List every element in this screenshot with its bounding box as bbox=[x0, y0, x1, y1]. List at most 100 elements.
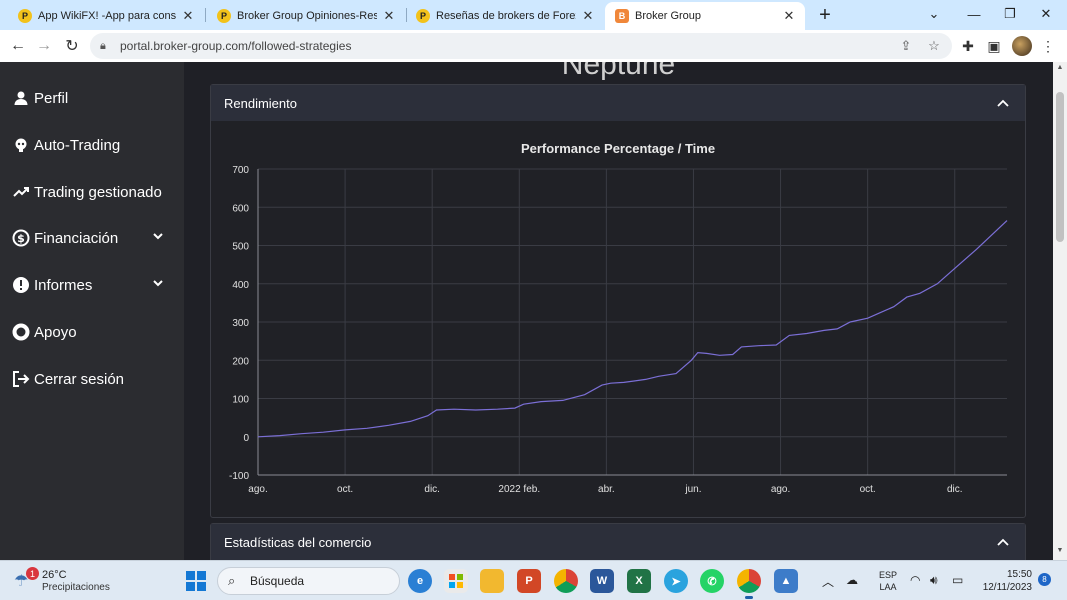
file-explorer-icon[interactable] bbox=[480, 569, 504, 593]
extensions-puzzle-icon[interactable]: ✚ bbox=[962, 37, 974, 54]
url-text[interactable]: portal.broker-group.com/followed-strateg… bbox=[120, 39, 352, 53]
weather-temperature: 26°C bbox=[42, 569, 67, 581]
edge-icon[interactable]: e bbox=[408, 569, 432, 593]
input-language[interactable]: ESP LAA bbox=[878, 569, 898, 593]
address-bar[interactable]: 🔒︎ portal.broker-group.com/followed-stra… bbox=[90, 33, 952, 59]
stats-card-header[interactable]: Estadísticas del comercio bbox=[211, 524, 1025, 560]
sidebar-item-label: Informes bbox=[34, 276, 93, 294]
share-icon[interactable]: ⇪ bbox=[900, 38, 912, 53]
profile-avatar[interactable] bbox=[1012, 36, 1032, 56]
chevron-down-icon[interactable] bbox=[152, 277, 166, 291]
browser-tab-3[interactable]: P Reseñas de brokers de Forex-Pla ✕ bbox=[406, 2, 604, 30]
sidebar-item-label: Perfil bbox=[34, 89, 69, 107]
forward-arrow-icon[interactable]: → bbox=[36, 37, 52, 54]
minimize-icon[interactable]: — bbox=[967, 6, 981, 22]
performance-chart: Performance Percentage / Time -100 0 100 20… bbox=[211, 121, 1025, 517]
notification-badge[interactable]: 8 bbox=[1038, 573, 1051, 586]
logout-icon bbox=[10, 368, 32, 390]
x-tick-label: jun. bbox=[684, 484, 701, 495]
sidebar-item-trading-gestionado[interactable]: Trading gestionado bbox=[10, 178, 180, 206]
chevron-up-icon[interactable] bbox=[995, 534, 1011, 550]
chevron-down-icon[interactable] bbox=[152, 230, 166, 244]
search-icon: ⌕ bbox=[228, 573, 236, 588]
clock-time: 15:50 bbox=[1006, 569, 1032, 580]
photos-app-icon[interactable]: ▲ bbox=[774, 569, 798, 593]
sidebar-item-label: Auto-Trading bbox=[34, 136, 121, 154]
sidebar-item-perfil[interactable]: Perfil bbox=[10, 84, 180, 112]
x-tick-label: dic. bbox=[424, 484, 440, 495]
browser-toolbar: ← → ↻ 🔒︎ portal.broker-group.com/followe… bbox=[0, 30, 1067, 62]
sidebar-item-label: Cerrar sesión bbox=[34, 370, 125, 388]
browser-tab-2[interactable]: P Broker Group Opiniones-Reseña ✕ bbox=[207, 2, 405, 30]
sidebar-item-label: Apoyo bbox=[34, 323, 77, 341]
trend-icon bbox=[10, 181, 32, 203]
window-close-icon[interactable]: ✕ bbox=[1040, 6, 1052, 21]
y-tick-label: 600 bbox=[232, 203, 249, 214]
card-title: Rendimiento bbox=[224, 95, 297, 111]
side-panel-icon[interactable]: ▣ bbox=[987, 37, 1001, 54]
chrome-icon[interactable] bbox=[554, 569, 578, 593]
kebab-menu-icon[interactable]: ⋮ bbox=[1041, 37, 1055, 54]
lock-icon[interactable]: 🔒︎ bbox=[100, 39, 106, 52]
microsoft-store-icon[interactable] bbox=[444, 569, 468, 593]
new-tab-button[interactable]: + bbox=[819, 3, 831, 26]
close-icon[interactable]: ✕ bbox=[582, 8, 594, 23]
wikifx-icon: P bbox=[416, 9, 430, 23]
scroll-up-arrow-icon[interactable]: ▲ bbox=[1056, 64, 1064, 71]
weather-widget[interactable]: ☂ 1 26°C Precipitaciones bbox=[14, 567, 134, 597]
weather-description: Precipitaciones bbox=[42, 582, 110, 593]
y-tick-label: 0 bbox=[243, 433, 249, 444]
chart-canvas: -100 0 100 200 300 400 500 600 700 ago. oct. dic. 20… bbox=[229, 165, 1008, 495]
close-icon[interactable]: ✕ bbox=[182, 8, 194, 23]
x-tick-label: ago. bbox=[248, 484, 267, 495]
tab-search-icon[interactable]: ⌄ bbox=[928, 6, 940, 21]
scroll-down-arrow-icon[interactable]: ▼ bbox=[1056, 547, 1064, 554]
sidebar-item-auto-trading[interactable]: Auto-Trading bbox=[10, 131, 180, 159]
battery-icon[interactable]: ▭ bbox=[952, 573, 964, 587]
sidebar-item-financiacion[interactable]: $ Financiación bbox=[10, 224, 180, 252]
sidebar-item-apoyo[interactable]: Apoyo bbox=[10, 318, 180, 346]
tab-title: Broker Group bbox=[635, 10, 702, 22]
close-icon[interactable]: ✕ bbox=[383, 8, 395, 23]
page-scrollbar[interactable]: ▲ ▼ bbox=[1053, 62, 1067, 560]
whatsapp-icon[interactable]: ✆ bbox=[700, 569, 724, 593]
powerpoint-icon[interactable]: P bbox=[517, 569, 541, 593]
bookmark-star-icon[interactable]: ☆ bbox=[928, 38, 940, 53]
windows-start-button[interactable] bbox=[186, 571, 206, 591]
restore-icon[interactable]: ❐ bbox=[1004, 6, 1016, 21]
back-arrow-icon[interactable]: ← bbox=[10, 37, 26, 54]
word-icon[interactable]: W bbox=[590, 569, 614, 593]
dollar-exchange-icon: $ bbox=[10, 227, 32, 249]
wikifx-icon: P bbox=[217, 9, 231, 23]
telegram-icon[interactable]: ➤ bbox=[664, 569, 688, 593]
wifi-icon[interactable]: ◠ bbox=[910, 573, 921, 587]
browser-tab-1[interactable]: P App WikiFX! -App para consulta ✕ bbox=[8, 2, 204, 30]
excel-icon[interactable]: X bbox=[627, 569, 651, 593]
onedrive-cloud-icon[interactable]: ☁ bbox=[846, 573, 858, 587]
chrome-active-icon[interactable] bbox=[737, 569, 761, 599]
taskbar: ☂ 1 26°C Precipitaciones ⌕ Búsqueda e P … bbox=[0, 560, 1067, 600]
system-clock[interactable]: 15:50 12/11/2023 bbox=[976, 568, 1032, 594]
performance-card-header[interactable]: Rendimiento bbox=[211, 85, 1025, 121]
stats-card: Estadísticas del comercio bbox=[210, 523, 1026, 560]
close-icon[interactable]: ✕ bbox=[783, 8, 795, 23]
page-title: Neptune bbox=[561, 62, 676, 81]
rain-cloud-icon: ☂ bbox=[14, 573, 29, 590]
x-tick-label: 2022 feb. bbox=[498, 484, 540, 495]
clock-date: 12/11/2023 bbox=[982, 582, 1032, 593]
scrollbar-thumb[interactable] bbox=[1056, 92, 1064, 242]
reload-icon[interactable]: ↻ bbox=[65, 38, 79, 55]
tray-overflow-chevron-icon[interactable]: ︿ bbox=[822, 575, 835, 589]
chevron-up-icon[interactable] bbox=[995, 95, 1011, 111]
volume-icon[interactable]: 🔊︎ bbox=[930, 573, 938, 587]
lang-top: ESP bbox=[878, 570, 897, 580]
start-tile bbox=[197, 571, 206, 580]
start-tile bbox=[186, 571, 195, 580]
sidebar-item-cerrar-sesion[interactable]: Cerrar sesión bbox=[10, 365, 180, 393]
taskbar-search[interactable]: ⌕ Búsqueda bbox=[217, 567, 400, 595]
lifebuoy-icon bbox=[10, 321, 32, 343]
browser-tab-bar: P App WikiFX! -App para consulta ✕ P Bro… bbox=[0, 0, 1067, 30]
y-tick-label: 100 bbox=[232, 395, 249, 406]
browser-tab-active[interactable]: B Broker Group ✕ bbox=[605, 2, 805, 30]
sidebar-item-informes[interactable]: Informes bbox=[10, 271, 180, 299]
